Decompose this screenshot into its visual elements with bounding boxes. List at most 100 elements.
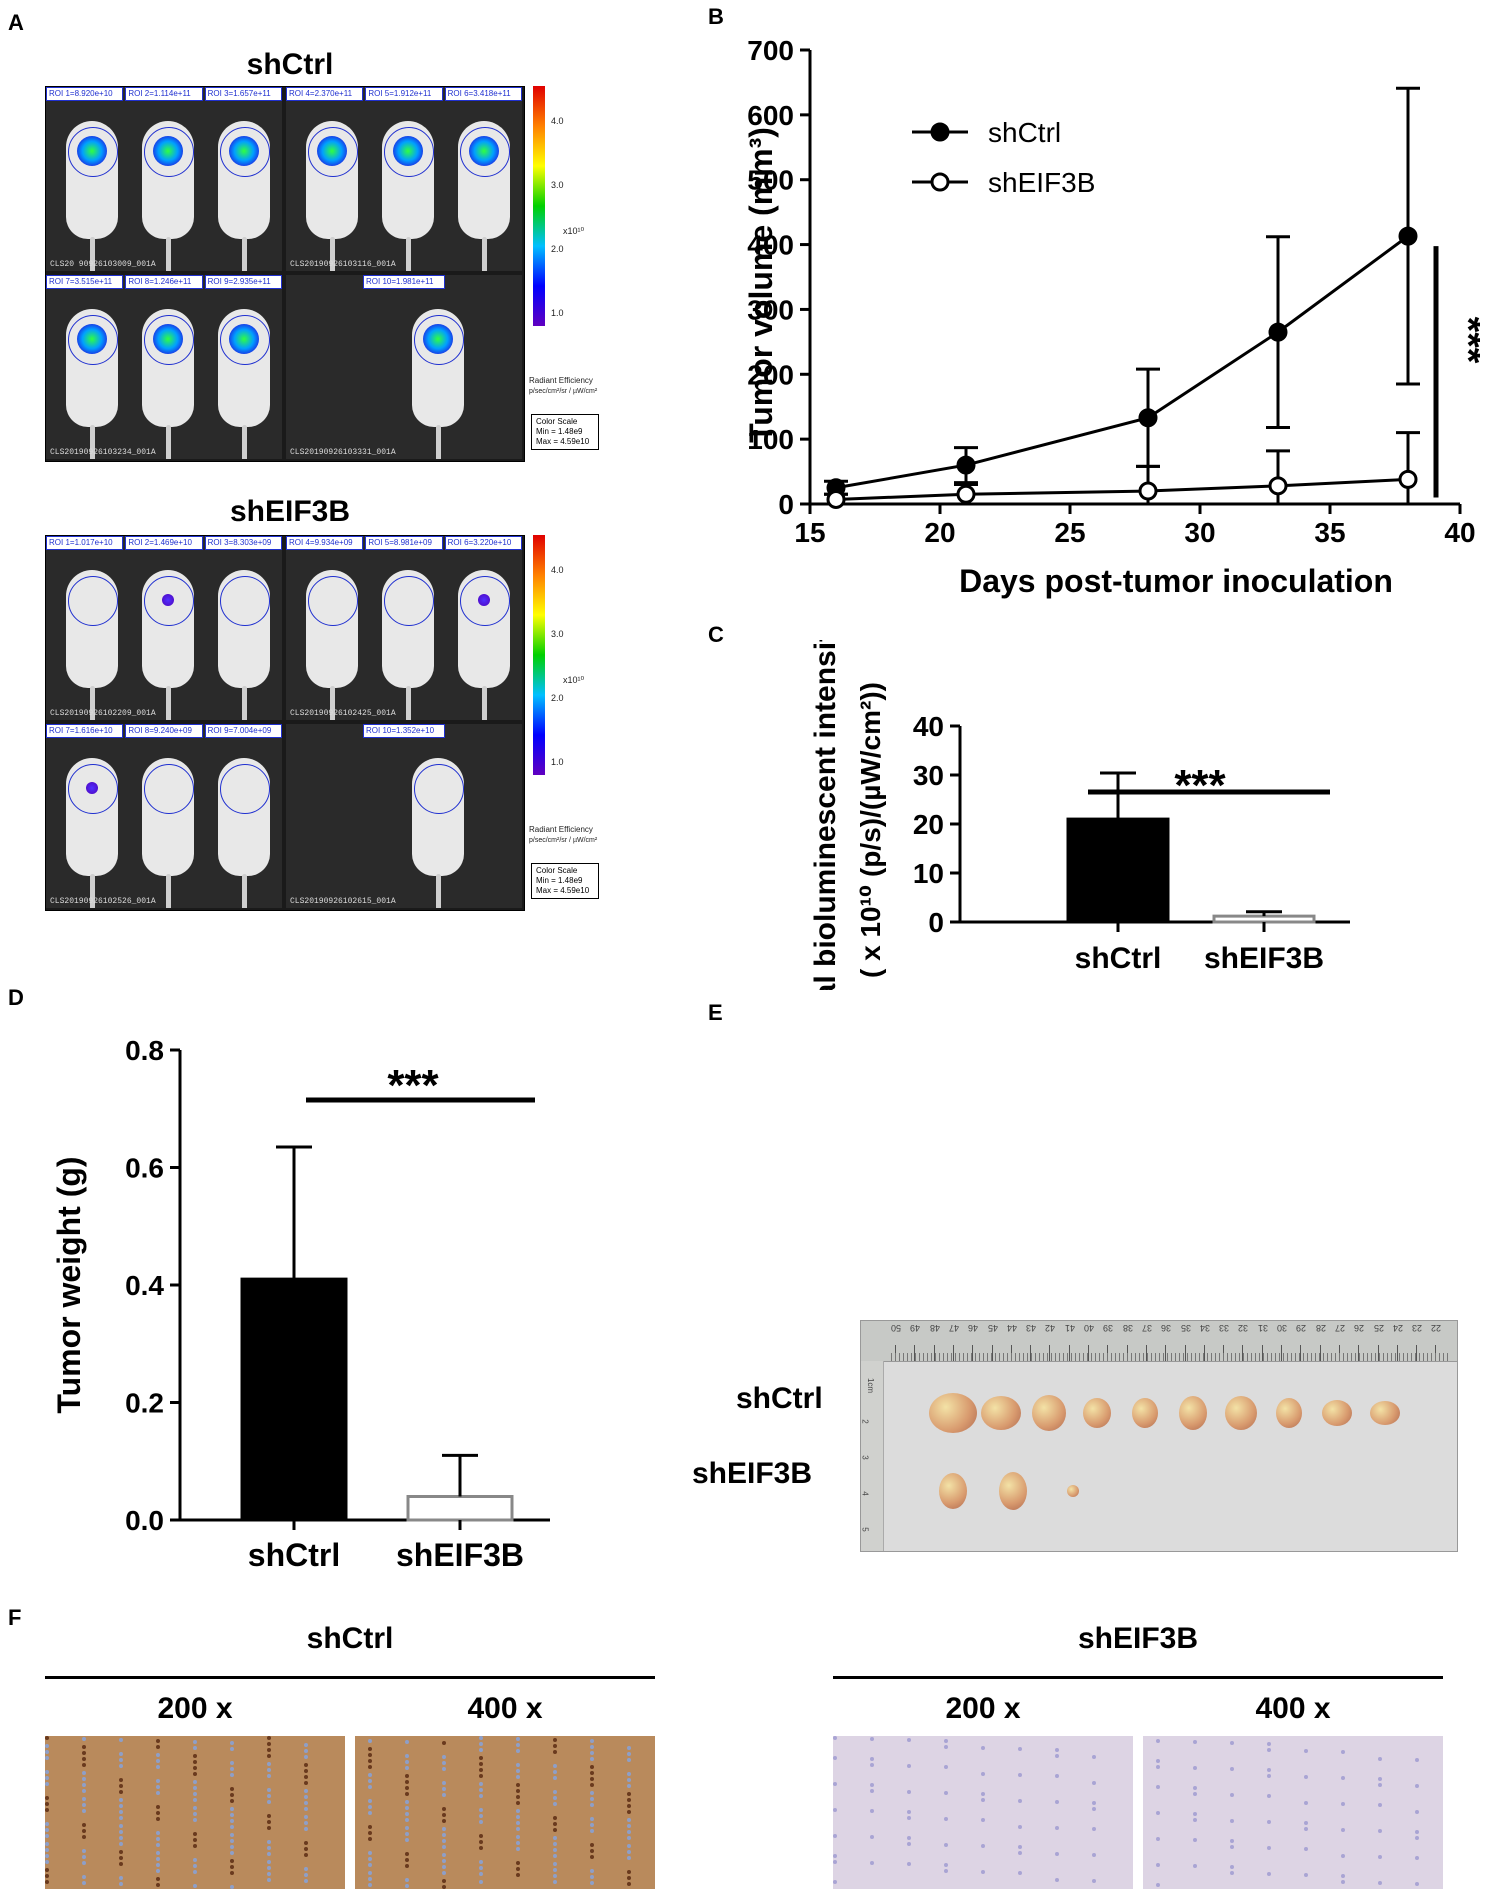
ruler-minor-tick <box>899 1353 900 1361</box>
nucleus-dot <box>553 1848 557 1852</box>
nucleus-dot <box>1193 1766 1197 1770</box>
nucleus-dot <box>442 1807 446 1811</box>
nucleus-dot <box>82 1835 86 1839</box>
nucleus-dot <box>230 1865 234 1869</box>
nucleus-dot <box>45 1822 49 1826</box>
ruler-minor-tick <box>1347 1353 1348 1361</box>
nucleus-dot <box>1193 1786 1197 1790</box>
roi-label-bar: ROI 4=9.934e+09 ROI 5=8.981e+09 ROI 6=3.22… <box>286 536 522 550</box>
ruler-number: 45 <box>987 1323 998 1333</box>
nucleus-dot <box>230 1851 234 1855</box>
ruler-minor-tick <box>1375 1353 1376 1361</box>
roi-circle <box>68 315 118 365</box>
ruler-number: 25 <box>1373 1323 1384 1333</box>
nucleus-dot <box>907 1764 911 1768</box>
imaging-group-title-sheif3b: shEIF3B <box>229 495 351 528</box>
nucleus-dot <box>870 1737 874 1741</box>
roi-label: ROI 3=8.303e+09 <box>204 536 282 550</box>
nucleus-dot <box>267 1866 271 1870</box>
ruler-minor-tick <box>1303 1353 1304 1361</box>
nucleus-dot <box>82 1809 86 1813</box>
nucleus-dot <box>45 1750 49 1754</box>
chart-d-category-label: shEIF3B <box>396 1537 524 1573</box>
nucleus-dot <box>1230 1741 1234 1745</box>
colorbar-tick: 4.0 <box>551 116 564 126</box>
roi-label: ROI 7=3.515e+11 <box>46 275 124 289</box>
nucleus-dot <box>405 1858 409 1862</box>
nucleus-dot <box>516 1795 520 1799</box>
roi-circle <box>68 764 118 814</box>
nucleus-dot <box>833 1860 837 1864</box>
ruler-minor-tick <box>1287 1353 1288 1361</box>
ruler-number: 50 <box>891 1323 902 1333</box>
ruler-minor-tick <box>1143 1353 1144 1361</box>
nucleus-dot <box>590 1823 594 1827</box>
roi-circle <box>68 127 118 177</box>
nucleus-dot <box>590 1751 594 1755</box>
ruler-minor-tick <box>1135 1353 1136 1361</box>
roi-label-bar: ROI 7=1.616e+10 ROI 8=9.240e+09 ROI 9=7.00… <box>46 724 282 738</box>
nucleus-dot <box>193 1754 197 1758</box>
nucleus-dot <box>230 1813 234 1817</box>
ruler-minor-tick <box>1267 1353 1268 1361</box>
colorbar-tick: 1.0 <box>551 308 564 318</box>
nucleus-dot <box>907 1862 911 1866</box>
ruler-tick <box>1396 1345 1398 1361</box>
signal-spot <box>317 136 347 166</box>
ruler-minor-tick <box>1079 1353 1080 1361</box>
ruler-number: 32 <box>1238 1323 1249 1333</box>
mouse-tail <box>166 425 171 459</box>
ruler-minor-tick <box>1283 1353 1284 1361</box>
colorbar-tick: 3.0 <box>551 629 564 639</box>
ruler-minor-tick <box>1435 1353 1436 1361</box>
nucleus-dot <box>193 1812 197 1816</box>
nucleus-dot <box>119 1752 123 1756</box>
ruler-minor-tick <box>1151 1353 1152 1361</box>
nucleus-dot <box>627 1798 631 1802</box>
nucleus-dot <box>119 1810 123 1814</box>
chart-b-point <box>1138 408 1158 428</box>
ruler-minor-tick <box>891 1353 892 1361</box>
ruler-minor-tick <box>1187 1353 1188 1361</box>
nucleus-dot <box>1378 1829 1382 1833</box>
roi-circle <box>384 127 434 177</box>
nucleus-dot <box>230 1761 234 1765</box>
ruler-minor-tick <box>1083 1353 1084 1361</box>
nucleus-dot <box>304 1743 308 1747</box>
ruler-minor-tick <box>1343 1353 1344 1361</box>
ruler-minor-tick <box>1291 1353 1292 1361</box>
histology-group-divider <box>45 1676 655 1679</box>
nucleus-dot <box>193 1772 197 1776</box>
nucleus-dot <box>479 1840 483 1844</box>
ruler-minor-tick <box>959 1353 960 1361</box>
ruler-tick <box>991 1345 993 1361</box>
ruler-minor-tick <box>971 1353 972 1361</box>
nucleus-dot <box>944 1739 948 1743</box>
nucleus-dot <box>479 1748 483 1752</box>
ruler: 50 49 48 47 46 45 44 43 42 41 40 39 38 37 36 35 34 33 32 31… <box>861 1321 1457 1362</box>
ruler-minor-tick <box>1335 1353 1336 1361</box>
nucleus-dot <box>1092 1853 1096 1857</box>
nucleus-dot <box>405 1838 409 1842</box>
nucleus-dot <box>516 1861 520 1865</box>
ruler-minor-tick <box>987 1353 988 1361</box>
roi-circle <box>144 127 194 177</box>
nucleus-dot <box>82 1751 86 1755</box>
nucleus-dot <box>479 1860 483 1864</box>
roi-circle <box>144 576 194 626</box>
chart-b-point <box>1138 481 1158 501</box>
ruler-minor-tick <box>1227 1353 1228 1361</box>
ruler-minor-tick <box>923 1353 924 1361</box>
ruler-tick <box>1281 1345 1282 1361</box>
signal-spot <box>86 782 98 794</box>
nucleus-dot <box>1415 1856 1419 1860</box>
chart-c-ytick-label: 30 <box>913 760 944 791</box>
histology-group-title: shCtrl <box>306 1622 394 1655</box>
ruler-minor-tick <box>1095 1353 1096 1361</box>
nucleus-dot <box>1378 1881 1382 1885</box>
tumor-shctrl <box>1225 1396 1257 1430</box>
ruler-tick <box>1319 1345 1321 1361</box>
nucleus-dot <box>479 1866 483 1870</box>
nucleus-dot <box>304 1807 308 1811</box>
nucleus-dot <box>627 1882 631 1886</box>
